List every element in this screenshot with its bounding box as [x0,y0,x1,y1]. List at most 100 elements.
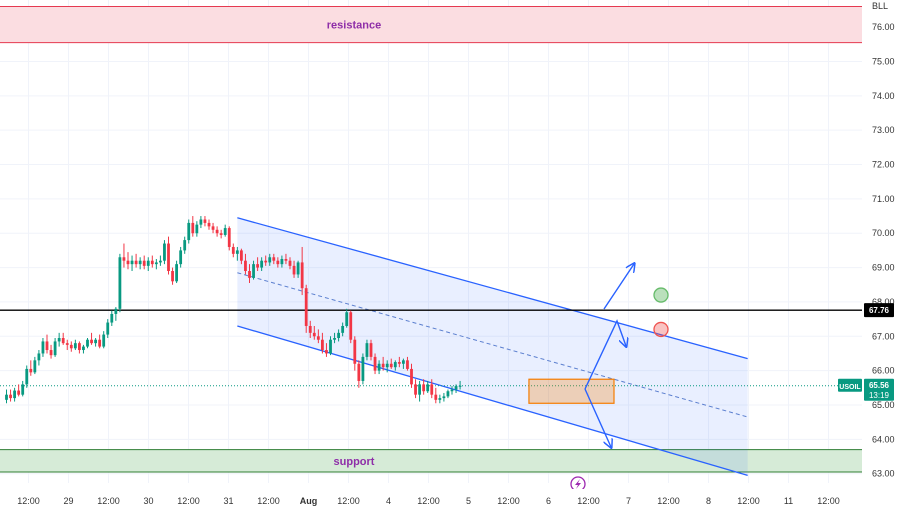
candle-body [41,341,45,354]
candle [252,260,255,280]
time-tick-label: 12:00 [737,496,760,506]
candle [118,253,122,313]
candle [450,386,454,395]
candle [45,334,49,354]
candle-body [454,386,458,390]
candle-body [191,222,195,234]
candle [381,356,385,371]
candle [235,246,239,261]
candle [312,325,316,340]
candle-body [244,260,247,272]
candle [264,255,268,266]
candle-body [272,257,276,261]
candle [9,389,12,402]
candle [13,387,16,402]
candle [345,308,349,328]
candle [69,341,73,352]
price-tick-label: 72.00 [872,160,895,170]
candle-body [276,260,280,265]
candle-body [260,260,264,268]
candle [98,334,102,349]
candle [86,338,89,349]
candle-body [256,264,259,268]
candle-body [17,390,21,395]
descending-channel [237,217,748,477]
candle-body [49,350,53,356]
candle-body [438,398,442,400]
candle-body [9,394,12,399]
candle-body [316,336,320,340]
candle [191,216,195,237]
candle-body [418,384,421,395]
candle [102,331,106,349]
candle [17,384,21,397]
time-tick-label: 8 [706,496,711,506]
candle [187,219,191,244]
candle [418,380,421,402]
price-zones: resistance support [0,6,862,473]
time-tick-label: 12:00 [257,496,280,506]
symbol-tag-label: USOIL [839,384,861,391]
price-tick-label: 69.00 [872,263,895,273]
candle [57,332,61,347]
channel-upper-line [237,217,748,360]
candle-body [365,343,369,357]
time-tick-label: 12:00 [97,496,120,506]
candle-body [333,338,336,340]
candle-body [82,346,85,351]
candle [248,264,251,284]
candle-body [240,250,243,261]
chart-annotations [528,264,669,492]
candle [5,389,8,404]
candle [211,222,215,234]
candle [268,253,272,266]
stop-marker-red [653,321,669,338]
candle-body [195,224,199,234]
candle-body [402,360,405,364]
time-tick-label: 12:00 [337,496,360,506]
candle-body [159,260,162,263]
candle [442,392,446,402]
candle-body [118,257,122,309]
candle-body [426,384,430,392]
time-tick-label: 12:00 [17,496,40,506]
candle-body [154,262,158,265]
candle [73,339,77,351]
price-tick-label: 75.00 [872,56,895,66]
candle [272,253,276,265]
candle-body [163,243,166,261]
time-tick-label: 12:00 [177,496,200,506]
candle-body [138,260,142,265]
channel-midline [237,272,748,418]
candle [300,246,304,296]
candle [90,332,93,345]
candle-body [393,362,397,368]
candle-body [110,313,114,323]
time-axis[interactable]: 12:00 29 12:00 30 12:00 31 12:00 Aug 12:00 4 12:00… [0,489,862,517]
candle [122,243,126,268]
time-tick-label: 31 [223,496,233,506]
price-tick-label: 71.00 [872,194,895,204]
candle [167,236,170,275]
candle-body [341,325,345,333]
candle [397,356,401,368]
candle [138,257,142,270]
candle-body [29,368,33,373]
candle [333,332,336,344]
candle [337,329,340,342]
candle [321,332,324,354]
price-tick-label: 66.00 [872,366,895,376]
price-tick-label: 63.00 [872,469,895,479]
candle [78,341,81,354]
candle [280,255,284,268]
candle-body [183,240,187,251]
candle-body [142,260,146,266]
candle-body [57,338,61,342]
consolidation-box [528,378,615,404]
candle-body [296,262,300,275]
candle [134,253,138,268]
price-axis[interactable]: 76.00 75.00 74.00 73.00 72.00 71.00 70.00 69.00… [838,0,905,517]
candle-body [381,363,385,368]
candle [53,338,57,357]
